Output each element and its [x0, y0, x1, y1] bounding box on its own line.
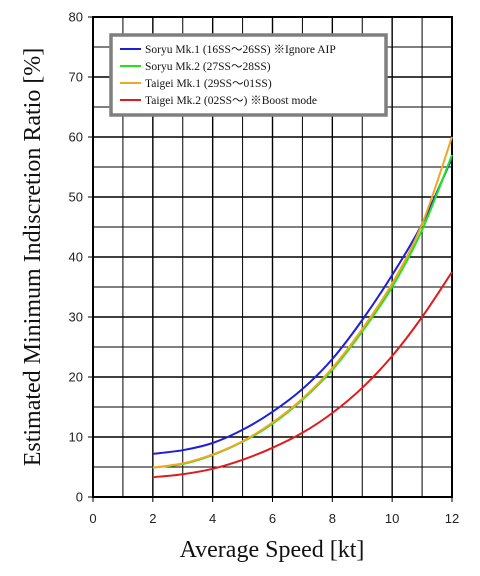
y-tick-label: 30	[69, 310, 83, 325]
legend-box	[109, 33, 388, 117]
x-tick-label: 10	[385, 511, 399, 526]
y-tick-label: 50	[69, 190, 83, 205]
x-tick-label: 2	[149, 511, 156, 526]
y-tick-label: 0	[76, 490, 83, 505]
y-axis-label: Estimated Minimum Indiscretion Ratio [%]	[20, 48, 46, 467]
tick-labels: 0 2 4 6 8 10 12 0 10 20 30 40 50 60 70 80	[69, 10, 460, 527]
series-lines	[152, 136, 453, 479]
x-tick-label: 8	[329, 511, 336, 526]
series-line-soryu-mk1	[152, 157, 453, 455]
series-line-taigei-mk1	[152, 136, 453, 469]
x-tick-label: 4	[209, 511, 216, 526]
x-tick-label: 12	[445, 511, 459, 526]
x-tick-label: 6	[269, 511, 276, 526]
x-tick-label: 0	[89, 511, 96, 526]
y-tick-label: 80	[69, 10, 83, 25]
series-line-taigei-mk2	[152, 271, 453, 479]
y-tick-label: 70	[69, 70, 83, 85]
legend-label: Taigei Mk.2 (02SS～) ※Boost mode	[145, 95, 317, 107]
axes	[88, 16, 453, 502]
legend: Soryu Mk.1 (16SS～26SS) ※Ignore AIP Soryu …	[109, 33, 388, 117]
y-tick-label: 40	[69, 250, 83, 265]
y-tick-label: 60	[69, 130, 83, 145]
legend-label: Soryu Mk.1 (16SS～26SS) ※Ignore AIP	[145, 44, 336, 56]
y-tick-label: 20	[69, 370, 83, 385]
x-axis-label: Average Speed [kt]	[180, 537, 365, 563]
legend-label: Taigei Mk.1 (29SS～01SS)	[145, 78, 272, 90]
y-tick-label: 10	[69, 430, 83, 445]
legend-label: Soryu Mk.2 (27SS～28SS)	[145, 61, 271, 73]
